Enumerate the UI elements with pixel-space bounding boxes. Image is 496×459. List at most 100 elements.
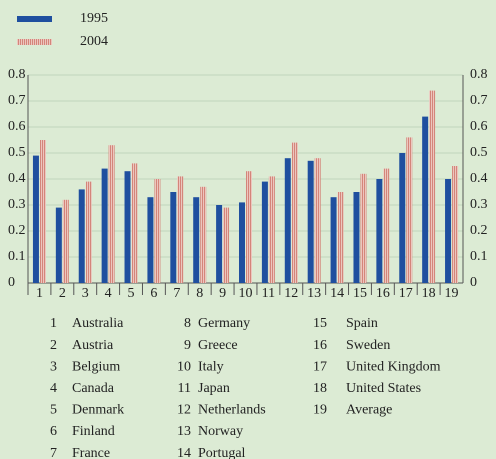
legend-swatch: [17, 39, 52, 45]
bar: [32, 155, 39, 283]
x-tick-label: 5: [128, 286, 135, 301]
bar: [268, 176, 275, 283]
key-number: 15: [313, 316, 327, 331]
key-name: Sweden: [346, 338, 390, 353]
y2-tick-label: 0.8: [470, 67, 488, 82]
key-name: France: [72, 446, 110, 459]
bar: [406, 137, 413, 283]
key-name: United States: [346, 381, 421, 396]
bar: [429, 90, 436, 283]
key-name: Spain: [346, 316, 378, 331]
bar: [108, 145, 115, 283]
bar: [246, 171, 252, 283]
x-tick-label: 14: [330, 286, 344, 301]
key-name: Australia: [72, 316, 124, 331]
y-tick-label: 0.1: [8, 249, 26, 264]
x-tick-label: 12: [284, 286, 298, 301]
key-number: 1: [50, 316, 57, 331]
y-tick-label: 0.5: [8, 145, 26, 160]
y2-tick-label: 0.2: [470, 223, 488, 238]
key-name: Denmark: [72, 403, 124, 418]
x-tick-label: 15: [353, 286, 367, 301]
key-number: 7: [50, 446, 57, 459]
x-tick-label: 13: [307, 286, 321, 301]
bar: [78, 189, 85, 283]
key-number: 12: [177, 403, 191, 418]
bar: [131, 163, 138, 283]
y-tick-label: 0.8: [8, 67, 26, 82]
y-tick-label: 0: [8, 275, 15, 290]
bar: [85, 181, 92, 283]
bar: [239, 202, 245, 283]
key-name: Italy: [198, 359, 224, 374]
key-name: Japan: [198, 381, 230, 396]
bar: [376, 179, 383, 283]
x-tick-label: 2: [59, 286, 66, 301]
bar: [261, 181, 268, 283]
x-tick-label: 1: [36, 286, 43, 301]
bar: [154, 179, 161, 283]
x-tick-label: 19: [445, 286, 459, 301]
bar: [216, 205, 223, 283]
bar: [193, 197, 200, 283]
y-tick-label: 0.2: [8, 223, 26, 238]
key-number: 10: [177, 359, 191, 374]
bar: [55, 207, 62, 283]
bar: [360, 173, 367, 283]
bar: [147, 197, 154, 283]
bar: [422, 116, 429, 283]
key-number: 9: [184, 338, 191, 353]
y-tick-label: 0.6: [8, 119, 26, 134]
bar: [223, 207, 230, 283]
y2-tick-label: 0: [470, 275, 477, 290]
key-name: Belgium: [72, 359, 120, 374]
bar: [353, 192, 360, 283]
key-name: Finland: [72, 424, 115, 439]
key-number: 2: [50, 338, 57, 353]
x-tick-label: 3: [82, 286, 89, 301]
key-name: Greece: [198, 338, 238, 353]
key-name: Average: [346, 403, 392, 418]
bar: [445, 179, 452, 283]
x-tick-label: 9: [219, 286, 226, 301]
x-tick-label: 10: [239, 286, 253, 301]
key-number: 18: [313, 381, 327, 396]
legend-swatch: [17, 16, 52, 22]
bar: [170, 192, 177, 283]
bar: [124, 171, 131, 283]
y2-tick-label: 0.1: [470, 249, 488, 264]
bar: [101, 168, 108, 283]
y2-tick-label: 0.5: [470, 145, 488, 160]
key-number: 6: [50, 424, 57, 439]
bar: [39, 140, 46, 283]
key-number: 4: [50, 381, 57, 396]
key-number: 13: [177, 424, 191, 439]
x-tick-label: 17: [399, 286, 413, 301]
x-tick-label: 16: [376, 286, 390, 301]
x-tick-label: 11: [262, 286, 275, 301]
key-name: Netherlands: [198, 403, 266, 418]
bar: [337, 192, 344, 283]
y2-tick-label: 0.6: [470, 119, 488, 134]
bar: [452, 166, 459, 283]
bar: [291, 142, 298, 283]
bar: [330, 197, 337, 283]
bar: [399, 153, 406, 283]
key-name: Portugal: [198, 446, 246, 459]
key-number: 8: [184, 316, 191, 331]
legend-label: 1995: [80, 11, 108, 26]
bar: [307, 160, 314, 283]
bar: [62, 199, 69, 283]
y2-tick-label: 0.4: [470, 171, 488, 186]
key-number: 16: [313, 338, 327, 353]
x-tick-label: 8: [196, 286, 203, 301]
y2-tick-label: 0.7: [470, 93, 488, 108]
key-name: Norway: [198, 424, 243, 439]
key-number: 5: [50, 403, 57, 418]
y2-tick-label: 0.3: [470, 197, 488, 212]
y-tick-label: 0.4: [8, 171, 26, 186]
key-number: 17: [313, 359, 327, 374]
key-number: 3: [50, 359, 57, 374]
